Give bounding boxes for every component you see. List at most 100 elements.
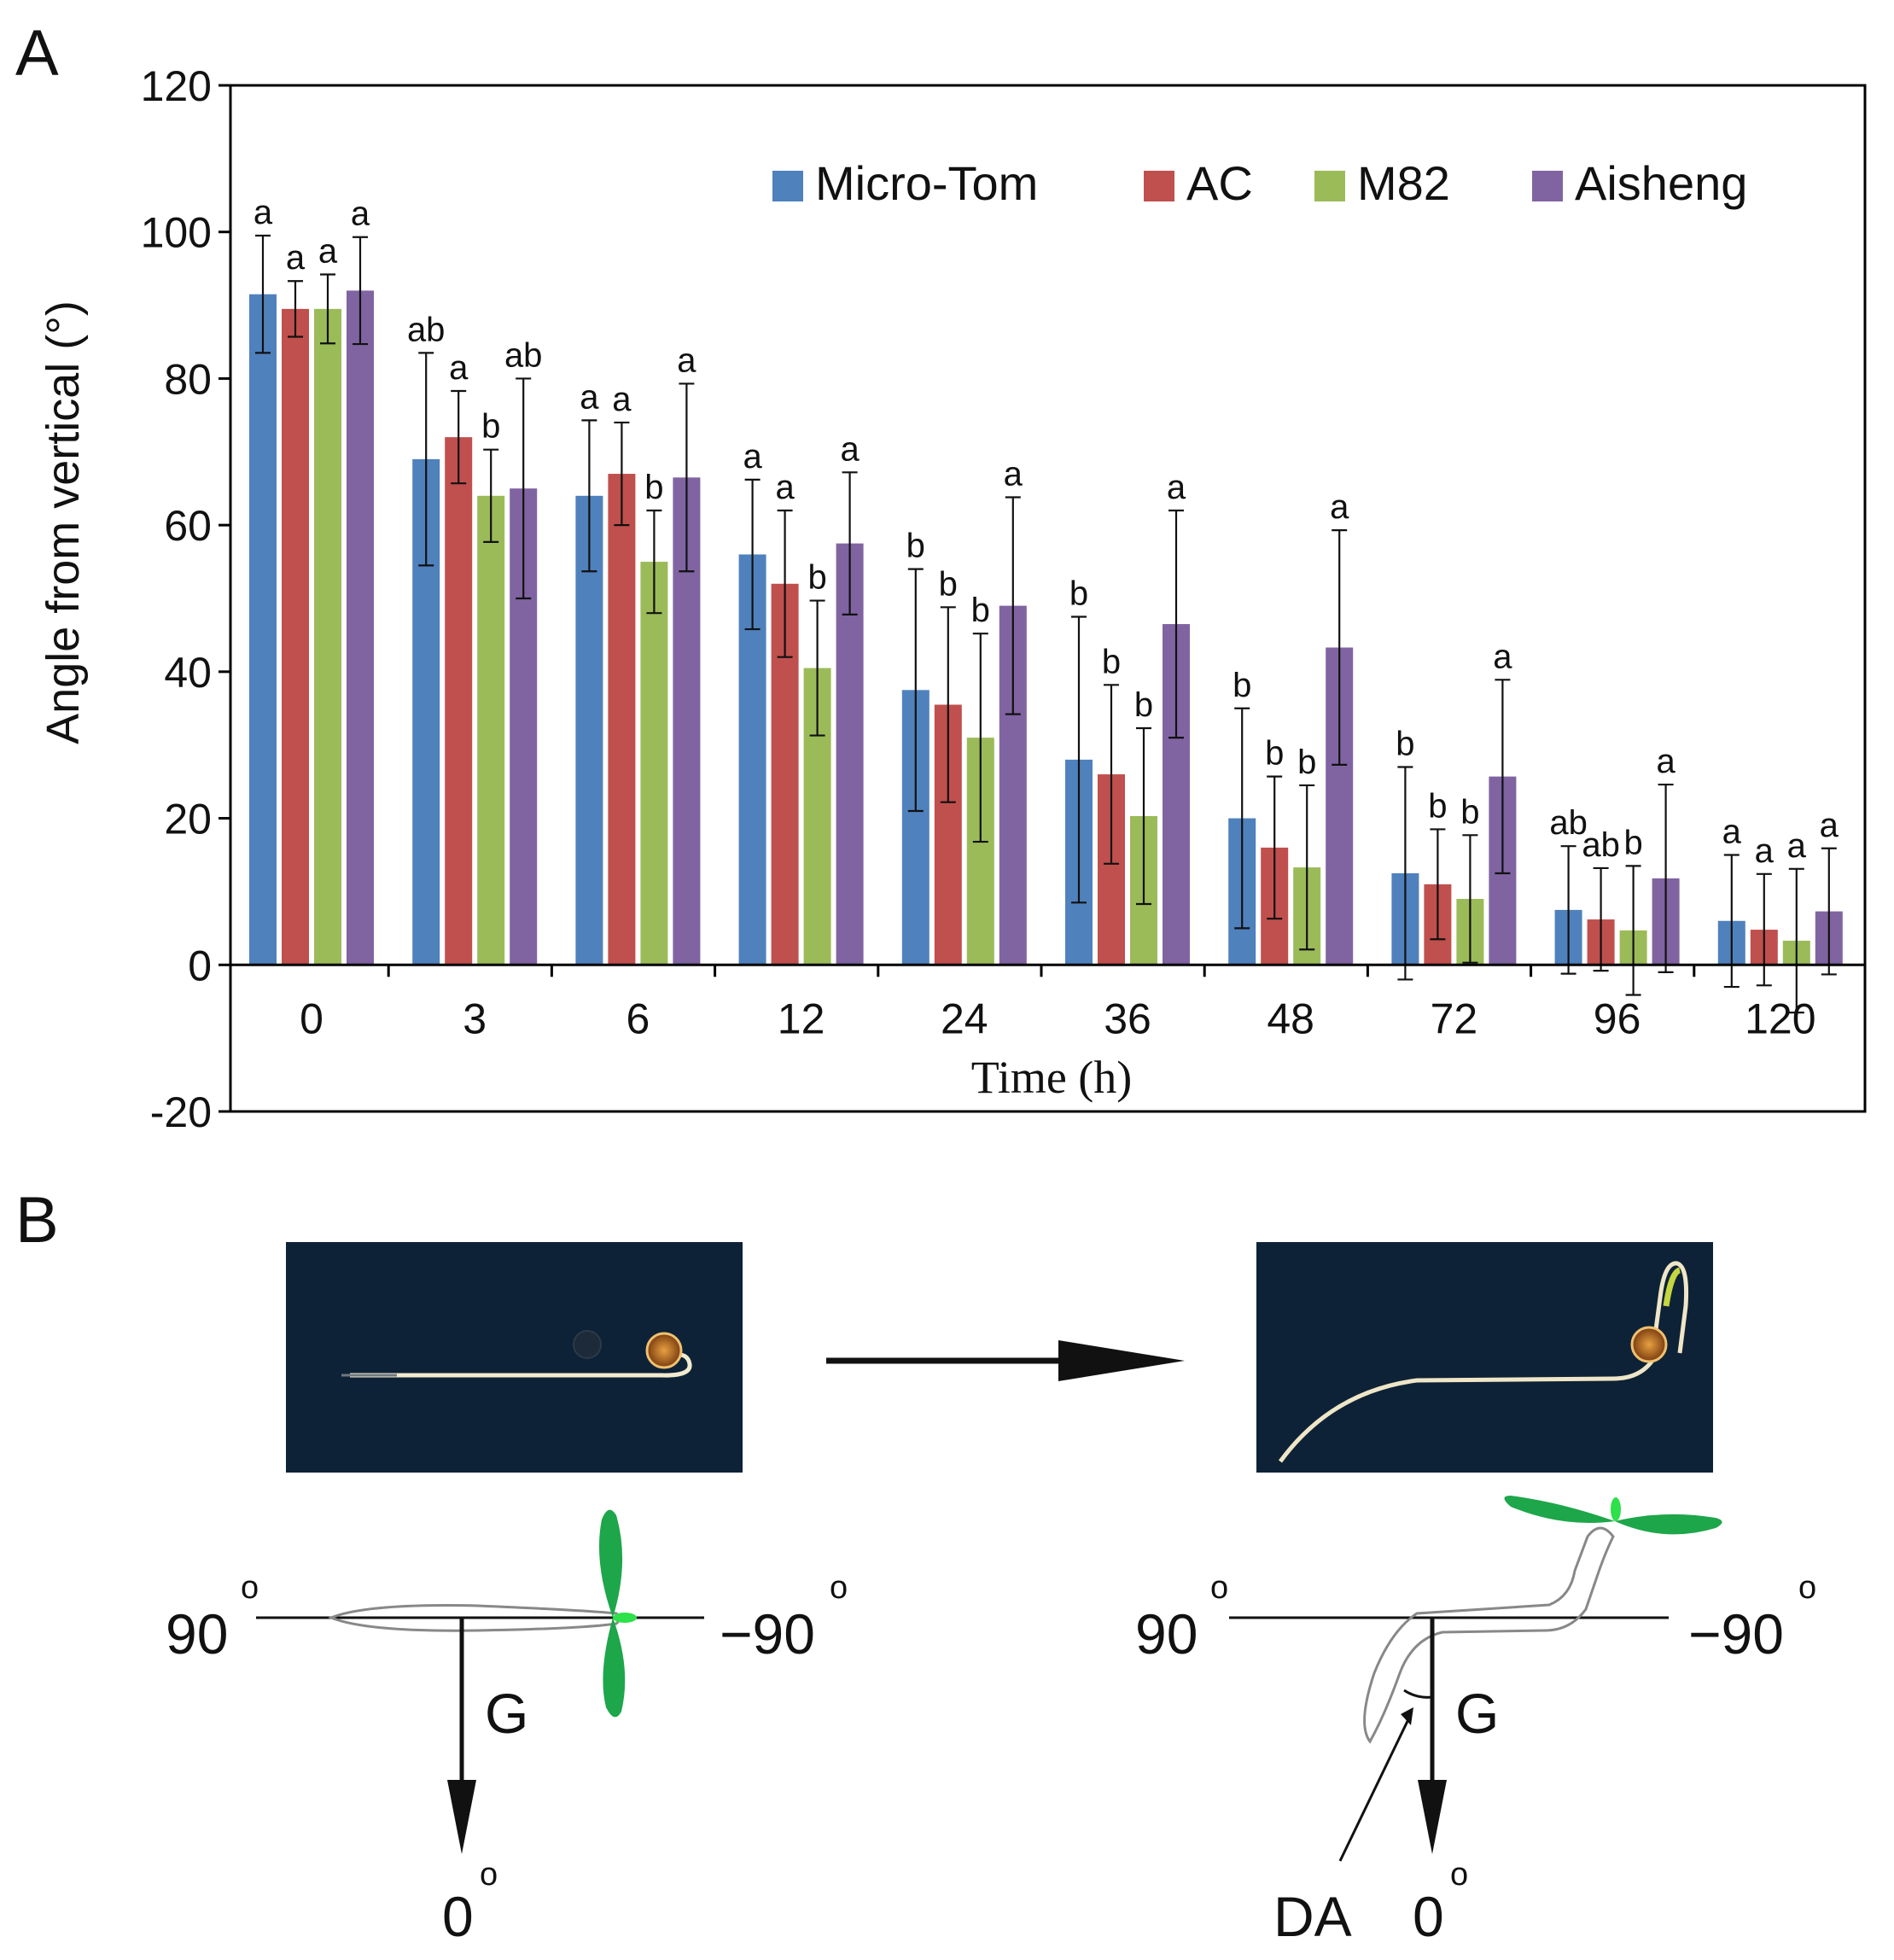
- significance-letter: b: [807, 559, 826, 597]
- photo-before-seed: [645, 1332, 683, 1369]
- legend-swatch: [1144, 171, 1174, 201]
- bar: [575, 495, 603, 965]
- x-tick-label: 96: [1594, 995, 1641, 1042]
- photo-after-hypocotyl-tip: [1663, 1267, 1681, 1307]
- bar: [445, 437, 473, 965]
- x-axis-label: Time (h): [971, 1052, 1133, 1103]
- diagram-right-angle-pointer-head: [1401, 1707, 1413, 1725]
- diagram-right-seedling-outline: [1363, 1526, 1615, 1744]
- diagram-right-gravity-label: G: [1455, 1682, 1499, 1745]
- significance-letter: a: [351, 195, 370, 233]
- plot-frame: [229, 84, 1867, 1113]
- significance-letter: b: [644, 469, 663, 506]
- arrow-transition: [826, 1340, 1185, 1381]
- diagram-left-gravity-arrow-head: [447, 1780, 476, 1854]
- x-tick-label: 12: [778, 995, 825, 1042]
- legend-swatch: [1532, 171, 1563, 201]
- photo-after-seed: [1630, 1326, 1668, 1363]
- x-tick-label: 3: [463, 995, 487, 1042]
- diagram-right-cotyledon-left: [1504, 1496, 1615, 1523]
- significance-letter: a: [1722, 814, 1742, 851]
- significance-letter: b: [1102, 643, 1121, 680]
- x-tick-label: 36: [1104, 995, 1151, 1042]
- y-tick-label: 40: [164, 649, 212, 697]
- significance-letter: a: [286, 239, 306, 277]
- significance-letter: b: [1233, 667, 1251, 704]
- bar: [347, 290, 374, 965]
- bar: [640, 562, 668, 965]
- diagram-right-angle-pointer: [1338, 1715, 1412, 1862]
- significance-letter: a: [1787, 827, 1807, 865]
- diagram-left-degree-90: o: [241, 1570, 259, 1606]
- y-tick-label: 20: [164, 796, 212, 843]
- diagram-right: 90 o −90 o G DA 0 o: [1135, 1496, 1816, 1948]
- x-tick-label: 48: [1267, 995, 1314, 1042]
- panel-label-b: B: [15, 1184, 59, 1257]
- legend-label: AC: [1186, 156, 1253, 210]
- significance-letter: b: [1265, 735, 1284, 773]
- significance-letter: b: [1134, 686, 1153, 724]
- significance-letter: a: [743, 438, 762, 475]
- significance-letter: b: [939, 565, 958, 603]
- diagram-left-degree-0: o: [480, 1857, 498, 1893]
- x-axis: 0 3 6 12 24 36 48 72 96 120: [230, 963, 1865, 1042]
- legend-label: Micro-Tom: [815, 156, 1038, 210]
- significance-letter: a: [1820, 807, 1839, 844]
- x-tick-label: 6: [626, 995, 650, 1042]
- significance-letter: a: [1493, 638, 1512, 675]
- significance-letter: b: [1623, 824, 1642, 861]
- diagram-right-degree-0: o: [1450, 1857, 1468, 1893]
- legend-label: Aisheng: [1575, 156, 1747, 210]
- significance-letter: ab: [504, 336, 543, 374]
- significance-letter: ab: [1582, 826, 1620, 864]
- x-tick-label: 0: [300, 995, 323, 1042]
- legend-label: M82: [1357, 156, 1450, 210]
- significance-letter: ab: [1549, 804, 1588, 842]
- y-tick-label: 60: [164, 502, 212, 550]
- diagram-left-label-0: 0: [442, 1885, 474, 1948]
- diagram-left-label-90: 90: [166, 1602, 228, 1665]
- diagram-right-angle-label: DA: [1273, 1885, 1352, 1948]
- significance-letter: b: [1396, 725, 1414, 762]
- bar: [477, 495, 505, 965]
- significance-letter: a: [1167, 469, 1186, 506]
- significance-letter: a: [1004, 456, 1023, 493]
- photo-before: [286, 1242, 743, 1473]
- y-tick-label: -20: [150, 1088, 212, 1136]
- diagram-right-label-90: 90: [1135, 1602, 1198, 1665]
- y-tick-label: 0: [188, 942, 212, 989]
- significance-letter: a: [775, 469, 795, 506]
- arrow-transition-head: [1058, 1340, 1185, 1381]
- significance-letter: b: [906, 528, 925, 565]
- significance-letter: b: [971, 592, 990, 629]
- significance-letter: a: [254, 194, 273, 231]
- bar: [608, 474, 636, 965]
- diagram-right-degree-90: o: [1210, 1570, 1228, 1606]
- significance-letter: b: [481, 408, 500, 446]
- diagram-left-label-neg90: −90: [720, 1602, 815, 1665]
- x-tick-label: 120: [1745, 995, 1815, 1042]
- y-tick-label: 120: [141, 62, 212, 110]
- diagram-right-gravity-arrow-head: [1418, 1780, 1447, 1854]
- legend-swatch: [1314, 171, 1345, 201]
- diagram-left-cotyledon-lower: [603, 1618, 626, 1718]
- y-axis: -20 0 20 40 60 80 100 120: [141, 62, 230, 1136]
- diagram-left-degree-neg90: o: [830, 1570, 848, 1606]
- photo-after: [1256, 1242, 1713, 1473]
- photo-before-seed-shadow: [573, 1330, 602, 1359]
- diagram-left-cotyledon-upper: [598, 1509, 623, 1618]
- photo-after-root: [1278, 1261, 1688, 1463]
- bar: [314, 308, 341, 965]
- x-tick-label: 72: [1431, 995, 1478, 1042]
- significance-letter: ab: [407, 311, 446, 348]
- significance-letter: a: [840, 430, 860, 468]
- y-tick-label: 80: [164, 355, 212, 403]
- diagram-right-label-0: 0: [1413, 1885, 1444, 1948]
- significance-letter: a: [1755, 832, 1775, 870]
- diagram-right-angle-arc: [1403, 1689, 1433, 1699]
- significance-letter: b: [1297, 744, 1316, 781]
